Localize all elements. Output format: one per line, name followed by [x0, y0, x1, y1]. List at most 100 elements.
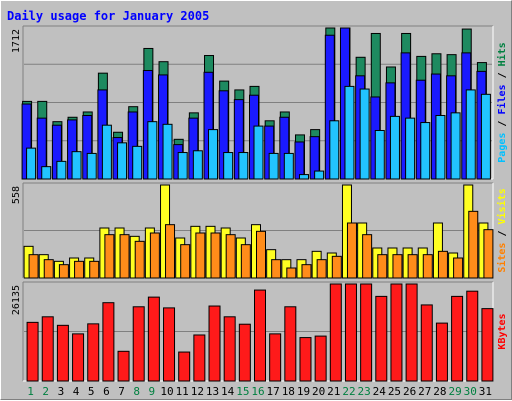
bar-sites-day-28 [437, 250, 448, 279]
bar-kbytes-day-4 [72, 333, 85, 382]
bar-pages-day-27 [420, 122, 431, 180]
x-tick-label: 14 [221, 385, 235, 398]
bar-pages-day-5 [86, 152, 97, 180]
bar-pages-day-12 [192, 150, 203, 180]
bar-kbytes-day-18 [284, 306, 297, 382]
bar-pages-day-3 [56, 160, 67, 180]
x-tick-label: 24 [373, 385, 387, 398]
bar-kbytes-day-11 [178, 351, 191, 382]
panel-middle-series-label-1: / [497, 224, 508, 242]
x-tick-label: 26 [403, 385, 416, 398]
bar-kbytes-day-26 [405, 283, 418, 382]
x-tick-label: 5 [88, 385, 95, 398]
bar-pages-day-26 [405, 117, 416, 180]
bar-pages-day-29 [450, 112, 461, 180]
bar-kbytes-day-9 [147, 296, 160, 382]
x-tick-label: 25 [388, 385, 401, 398]
bar-pages-day-21 [329, 120, 340, 180]
bar-pages-day-6 [101, 124, 112, 180]
bar-kbytes-day-24 [375, 295, 388, 382]
bar-pages-day-19 [298, 174, 309, 180]
x-tick-label: 9 [149, 385, 156, 398]
bar-kbytes-day-21 [329, 283, 342, 382]
x-tick-label: 10 [160, 385, 173, 398]
bar-pages-day-11 [177, 152, 188, 180]
bar-sites-day-27 [422, 254, 433, 279]
bar-pages-day-10 [162, 123, 173, 180]
bar-sites-day-4 [74, 260, 85, 279]
bar-kbytes-day-17 [269, 333, 282, 382]
bar-sites-day-9 [149, 232, 160, 279]
bar-kbytes-day-12 [193, 334, 206, 382]
bar-sites-day-16 [256, 230, 266, 279]
bar-kbytes-day-16 [254, 289, 266, 382]
x-tick-label: 4 [73, 385, 80, 398]
bar-sites-day-14 [225, 234, 236, 279]
panel-middle: 558 Sites / Visits [11, 182, 508, 279]
bar-pages-day-18 [283, 152, 294, 180]
bar-pages-day-22 [344, 85, 355, 180]
bar-sites-day-17 [271, 259, 282, 279]
bar-pages-day-17 [268, 152, 279, 180]
x-tick-label: 16 [251, 385, 264, 398]
x-tick-label: 3 [58, 385, 65, 398]
bar-pages-day-13 [208, 129, 219, 180]
bar-sites-day-15 [240, 244, 251, 279]
bar-kbytes-day-28 [435, 322, 448, 382]
x-tick-label: 2 [42, 385, 49, 398]
bar-sites-day-29 [453, 257, 464, 279]
panel-top-series-label-2: Files [496, 84, 508, 114]
bar-sites-day-5 [89, 260, 100, 279]
panel-top-series-labels: Pages / Files / Hits [496, 42, 508, 162]
bar-pages-day-31 [480, 93, 491, 180]
x-tick-label: 15 [236, 385, 249, 398]
bar-pages-day-20 [314, 170, 325, 180]
panel-top-series-label-1: / [497, 115, 508, 133]
bar-kbytes-day-6 [102, 302, 115, 382]
bar-pages-day-1 [26, 147, 37, 180]
series-pages [26, 85, 491, 180]
bar-pages-day-16 [253, 125, 264, 180]
panel-bottom-ymax-label: 26135 [11, 285, 22, 315]
panel-top-series-label-3: / [497, 66, 508, 84]
bar-kbytes-day-2 [41, 316, 54, 382]
x-tick-label: 19 [297, 385, 310, 398]
x-tick-label: 29 [448, 385, 461, 398]
bar-pages-day-28 [435, 114, 446, 180]
x-tick-label: 23 [358, 385, 371, 398]
bar-sites-day-13 [210, 232, 221, 279]
bar-pages-day-4 [71, 151, 82, 180]
panel-bottom-series-label-0: KBytes [497, 313, 508, 349]
bar-kbytes-day-19 [299, 337, 312, 382]
bar-kbytes-day-13 [208, 305, 221, 382]
series-sites [28, 210, 494, 279]
bar-pages-day-9 [147, 121, 158, 180]
x-tick-label: 21 [327, 385, 340, 398]
x-tick-label: 30 [464, 385, 477, 398]
bar-kbytes-day-30 [466, 290, 479, 382]
bar-sites-day-26 [407, 254, 418, 279]
bar-sites-day-11 [180, 244, 191, 279]
bar-kbytes-day-22 [344, 283, 357, 382]
bar-sites-day-2 [43, 259, 54, 279]
x-tick-label: 1 [27, 385, 34, 398]
x-tick-label: 7 [118, 385, 125, 398]
bar-sites-day-7 [119, 234, 130, 279]
bar-kbytes-day-20 [314, 335, 327, 382]
bar-sites-day-21 [331, 255, 342, 279]
bar-kbytes-day-23 [360, 283, 373, 382]
bar-kbytes-day-14 [223, 316, 236, 382]
x-tick-label: 18 [282, 385, 295, 398]
bar-sites-day-12 [195, 232, 206, 279]
x-tick-label: 17 [267, 385, 280, 398]
bar-kbytes-day-15 [238, 323, 251, 382]
bar-sites-day-23 [362, 234, 373, 279]
x-tick-label: 8 [133, 385, 140, 398]
x-tick-label: 6 [103, 385, 110, 398]
panel-top-series-label-4: Hits [496, 42, 508, 66]
bar-kbytes-day-5 [87, 323, 100, 382]
bar-pages-day-8 [132, 145, 143, 180]
bar-sites-day-18 [286, 267, 297, 279]
